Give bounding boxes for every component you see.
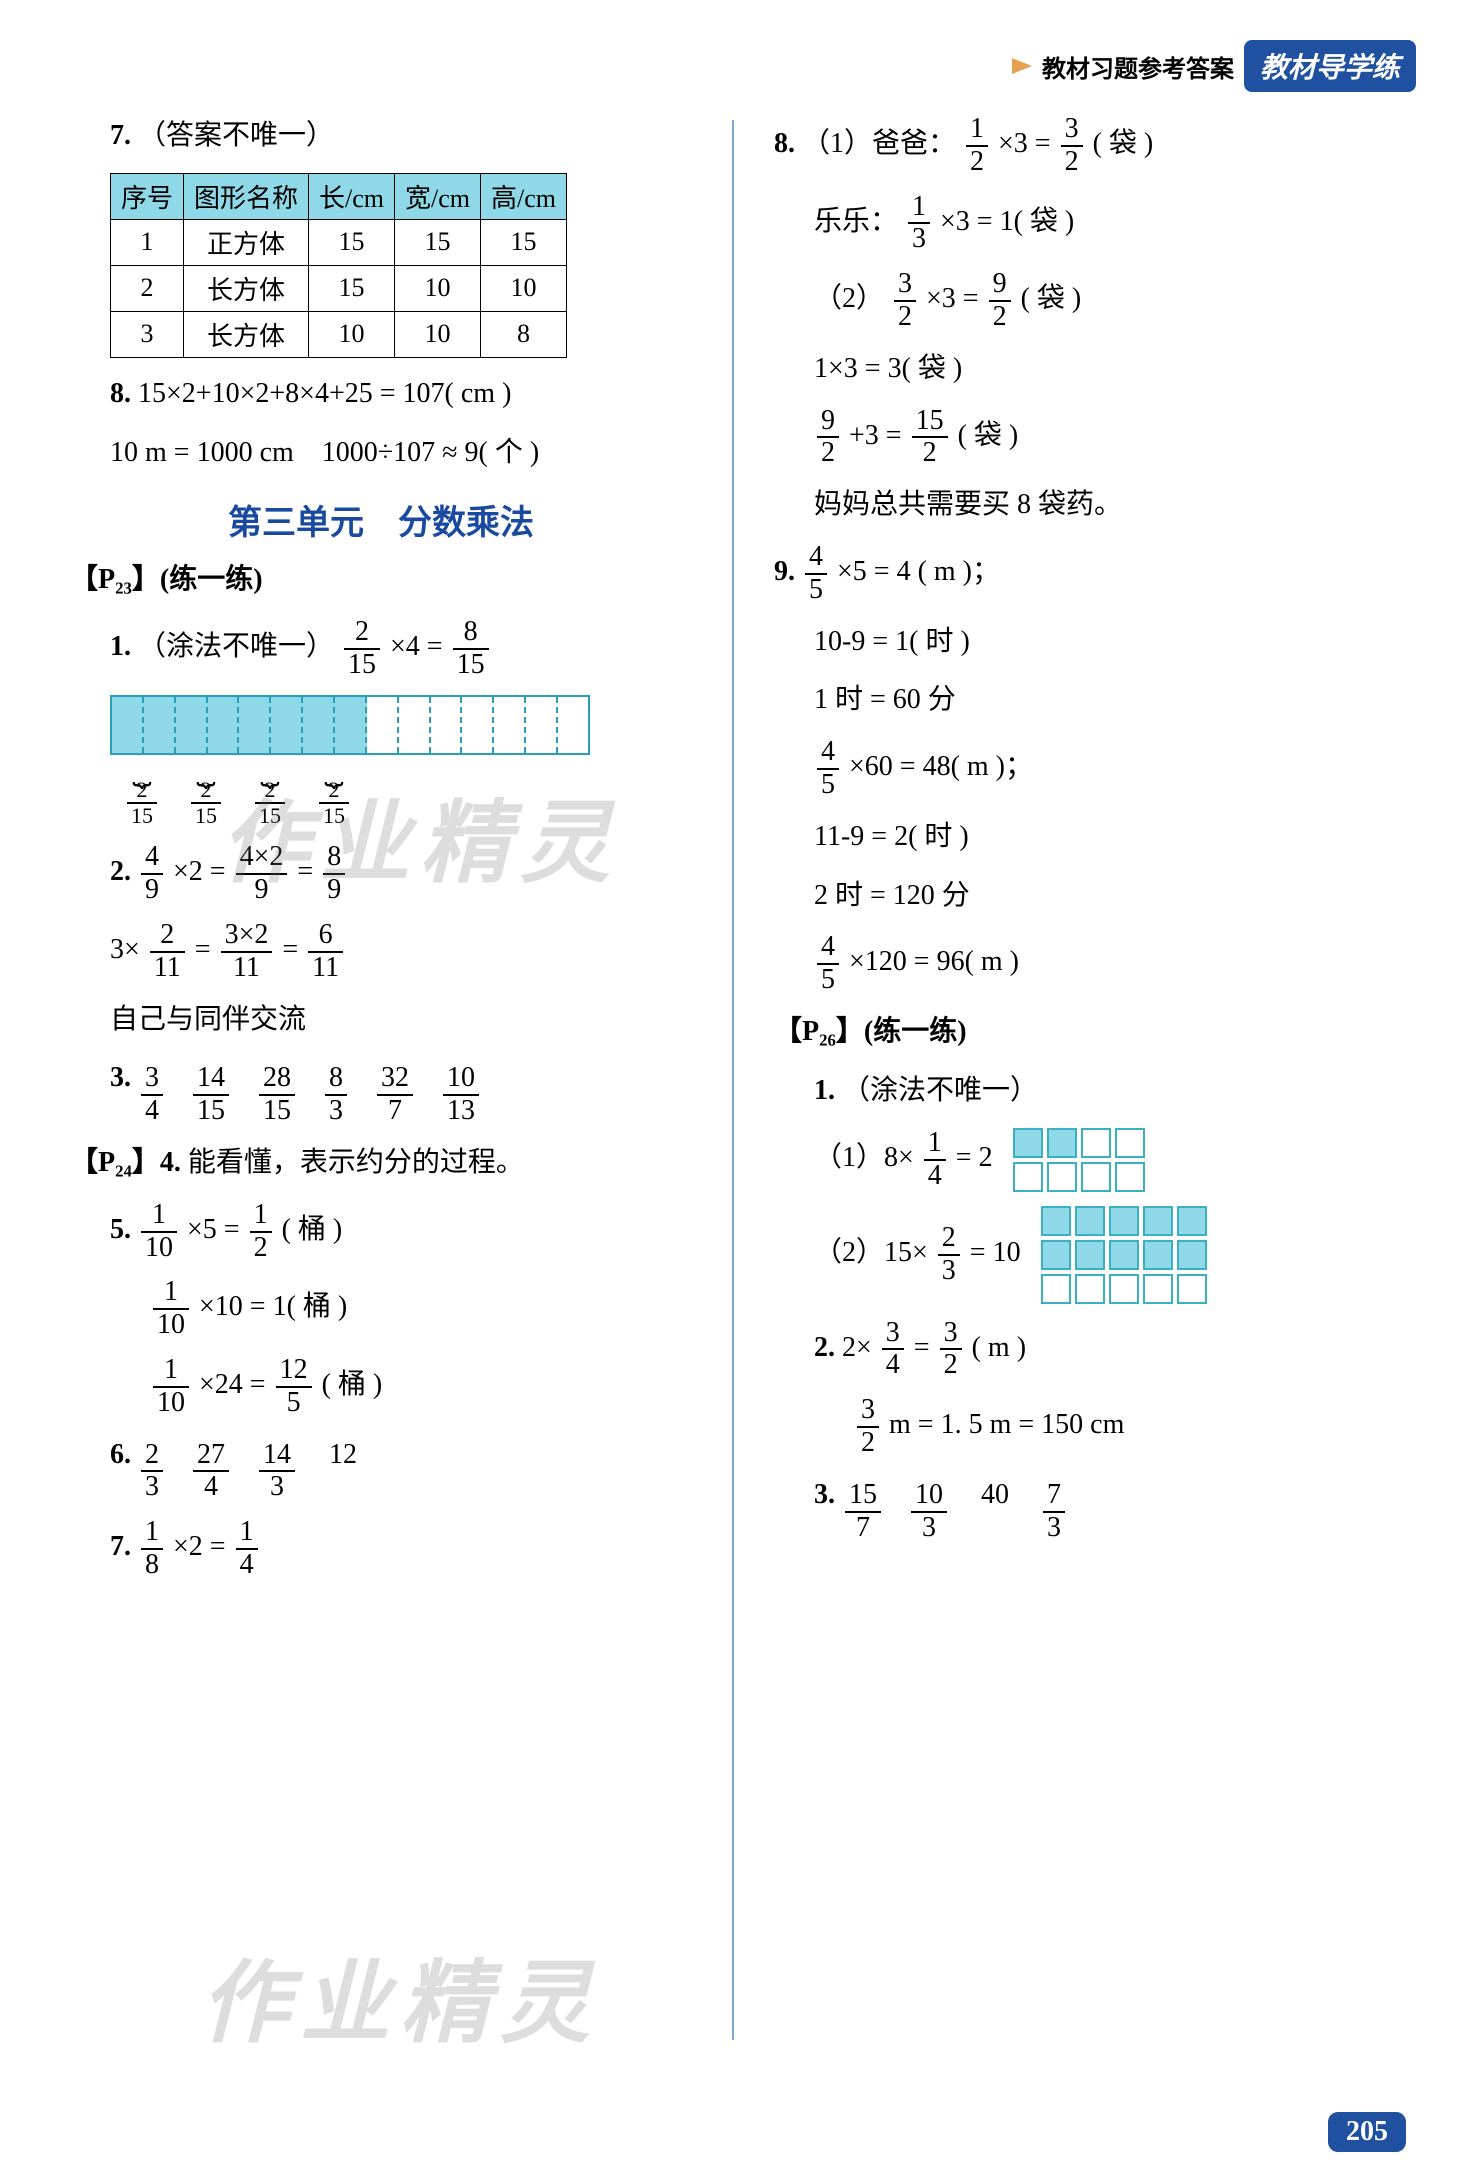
p26-q2-l2: 32 m = 1. 5 m = 150 cm bbox=[854, 1395, 1396, 1459]
grid-visual-1 bbox=[1013, 1128, 1145, 1192]
table-row: 2长方体151010 bbox=[111, 265, 567, 311]
r-q9-l4: 45 ×60 = 48( m )； bbox=[814, 737, 1396, 801]
page-body: 7. （答案不唯一） 序号图形名称长/cm宽/cm高/cm 1正方体151515… bbox=[0, 0, 1466, 2100]
p23-q3: 3. 3414152815833271013 bbox=[110, 1056, 692, 1127]
p24-q7: 7. 18 ×2 = 14 bbox=[110, 1517, 692, 1581]
p26-q3: 3. 157103 40 73 bbox=[814, 1473, 1396, 1544]
table-header: 高/cm bbox=[481, 173, 567, 219]
r-q9-l6: 2 时 = 120 分 bbox=[814, 874, 1396, 919]
page-number: 205 bbox=[1328, 2112, 1406, 2152]
p23-q2-l1: 2. 49 ×2 = 4×29 = 89 bbox=[110, 842, 692, 906]
p26-q1: 1. （涂法不唯一） bbox=[814, 1069, 1396, 1114]
column-divider bbox=[732, 120, 734, 2040]
fraction: 815 bbox=[453, 617, 489, 681]
fraction: 2815 bbox=[259, 1063, 295, 1127]
unit-title: 第三单元 分数乘法 bbox=[70, 495, 692, 544]
q7: 7. （答案不唯一） bbox=[110, 114, 692, 159]
r-q9-l3: 1 时 = 60 分 bbox=[814, 678, 1396, 723]
r-q8-l3: （2） 32 ×3 = 92 ( 袋 ) bbox=[814, 269, 1396, 333]
q-number: 8. bbox=[110, 378, 131, 409]
fraction: 73 bbox=[1043, 1480, 1065, 1544]
table-header: 长/cm bbox=[309, 173, 395, 219]
header-badge: 教材导学练 bbox=[1244, 40, 1416, 92]
p26-ref: 【P₂₆】(练一练) bbox=[774, 1010, 1396, 1055]
triangle-icon bbox=[1012, 58, 1032, 74]
q-text: （答案不唯一） bbox=[138, 120, 334, 151]
p24-q5-l3: 110 ×24 = 125 ( 桶 ) bbox=[150, 1355, 692, 1419]
p26-q2-l1: 2. 2× 34 = 32 ( m ) bbox=[814, 1318, 1396, 1382]
table-header: 图形名称 bbox=[184, 173, 309, 219]
q-text: 15×2+10×2+8×4+25 = 107( cm ) bbox=[138, 378, 511, 409]
p24-q5-l2: 110 ×10 = 1( 桶 ) bbox=[150, 1277, 692, 1341]
r-q8-l1: 8. （1）爸爸： 12 ×3 = 32 ( 袋 ) bbox=[774, 114, 1396, 178]
fraction: 274 bbox=[193, 1440, 229, 1504]
q-number: 7. bbox=[110, 120, 131, 151]
fraction: 1013 bbox=[443, 1063, 479, 1127]
p26-q1-s2: （2）15× 23 = 10 bbox=[814, 1206, 1396, 1304]
fraction: 157 bbox=[845, 1480, 881, 1544]
table-row: 3长方体10108 bbox=[111, 311, 567, 357]
fraction: 215 bbox=[344, 617, 380, 681]
table-row: 1正方体151515 bbox=[111, 219, 567, 265]
right-column: 8. （1）爸爸： 12 ×3 = 32 ( 袋 ) 乐乐： 13 ×3 = 1… bbox=[754, 100, 1416, 2040]
q8-line2: 10 m = 1000 cm 1000÷107 ≈ 9( 个 ) bbox=[110, 431, 692, 476]
r-q9-l1: 9. 45 ×5 = 4 ( m )； bbox=[774, 542, 1396, 606]
fraction: 1415 bbox=[193, 1063, 229, 1127]
r-q9-l7: 45 ×120 = 96( m ) bbox=[814, 932, 1396, 996]
fraction: 34 bbox=[141, 1063, 163, 1127]
r-q8-l4: 1×3 = 3( 袋 ) bbox=[814, 347, 1396, 392]
p23-q2-l2: 3× 211 = 3×211 = 611 bbox=[110, 920, 692, 984]
fraction-list: 34 1415 2815 83 327 1013 bbox=[138, 1063, 482, 1127]
p24-q5-l1: 5. 110 ×5 = 12 ( 桶 ) bbox=[110, 1200, 692, 1264]
r-q8-l2: 乐乐： 13 ×3 = 1( 袋 ) bbox=[814, 192, 1396, 256]
table-header: 宽/cm bbox=[395, 173, 481, 219]
bar-visual: 215215215215 bbox=[110, 695, 590, 829]
fraction: 143 bbox=[259, 1440, 295, 1504]
grid-visual-2 bbox=[1041, 1206, 1207, 1304]
fraction: 23 bbox=[141, 1440, 163, 1504]
p24-q6: 6. 23274143 12 bbox=[110, 1433, 692, 1504]
p23-ref: 【P₂₃】(练一练) bbox=[70, 558, 692, 603]
header-text: 教材习题参考答案 bbox=[1042, 49, 1234, 84]
r-q9-l5: 11-9 = 2( 时 ) bbox=[814, 815, 1396, 860]
q8-line1: 8. 15×2+10×2+8×4+25 = 107( cm ) bbox=[110, 372, 692, 417]
left-column: 7. （答案不唯一） 序号图形名称长/cm宽/cm高/cm 1正方体151515… bbox=[50, 100, 712, 2040]
shape-table: 序号图形名称长/cm宽/cm高/cm 1正方体1515152长方体1510103… bbox=[110, 173, 567, 358]
p24-q4: 【P₂₄】4. 能看懂，表示约分的过程。 bbox=[70, 1141, 692, 1186]
page-header: 教材习题参考答案 教材导学练 bbox=[1012, 40, 1416, 92]
r-q9-l2: 10-9 = 1( 时 ) bbox=[814, 620, 1396, 665]
table-header: 序号 bbox=[111, 173, 184, 219]
r-q8-l6: 妈妈总共需要买 8 袋药。 bbox=[814, 483, 1396, 528]
r-q8-l5: 92 +3 = 152 ( 袋 ) bbox=[814, 406, 1396, 470]
p26-q1-s1: （1）8× 14 = 2 bbox=[814, 1128, 1396, 1192]
fraction: 83 bbox=[325, 1063, 347, 1127]
fraction: 327 bbox=[377, 1063, 413, 1127]
fraction: 103 bbox=[911, 1480, 947, 1544]
p23-q2-note: 自己与同伴交流 bbox=[110, 998, 692, 1043]
p23-q1: 1. （涂法不唯一） 215 ×4 = 815 bbox=[110, 617, 692, 681]
